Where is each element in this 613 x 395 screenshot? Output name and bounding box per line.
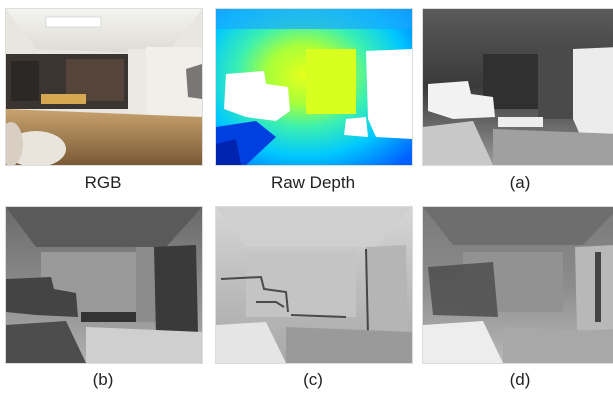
depth-result-d <box>422 206 613 364</box>
caption-rgb: RGB <box>84 173 122 192</box>
depth-result-b <box>5 206 203 364</box>
rgb-image <box>5 8 203 166</box>
caption-c: (c) <box>303 370 323 389</box>
caption-d: (d) <box>509 370 531 389</box>
caption-b: (b) <box>92 370 114 389</box>
caption-a: (a) <box>509 173 531 192</box>
depth-result-c <box>215 206 413 364</box>
raw-depth-image <box>215 8 413 166</box>
depth-result-a <box>422 8 613 166</box>
caption-raw-depth: Raw Depth <box>270 173 356 192</box>
